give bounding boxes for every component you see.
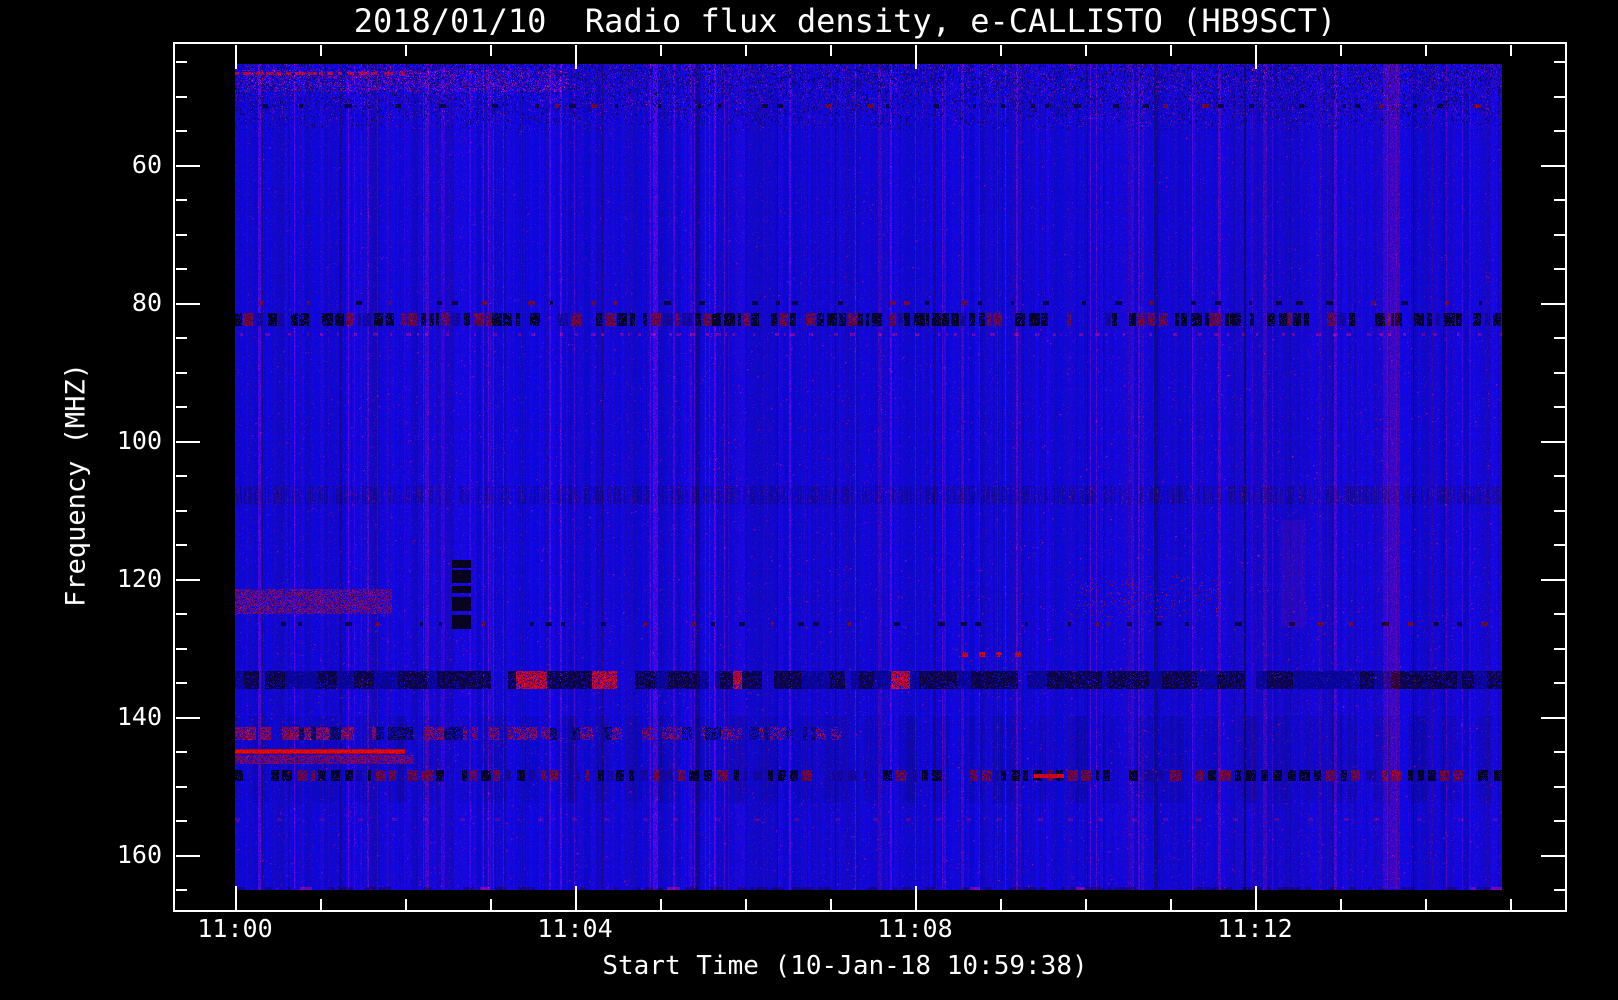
- x-minor-tick-top: [830, 45, 832, 56]
- x-major-tick-top: [235, 45, 237, 69]
- x-tick-label: 11:08: [877, 914, 953, 943]
- y-major-tick: [176, 855, 200, 857]
- y-minor-tick: [176, 613, 187, 615]
- y-minor-tick-right: [1554, 372, 1565, 374]
- y-minor-tick: [176, 406, 187, 408]
- x-minor-tick: [490, 899, 492, 910]
- x-tick-label: 11:04: [537, 914, 613, 943]
- x-minor-tick-top: [1170, 45, 1172, 56]
- x-minor-tick: [320, 899, 322, 910]
- y-minor-tick-right: [1554, 337, 1565, 339]
- x-axis-title: Start Time (10-Jan-18 10:59:38): [602, 951, 1088, 981]
- x-major-tick-top: [1255, 45, 1257, 69]
- x-minor-tick-top: [1425, 45, 1427, 56]
- x-minor-tick: [1510, 899, 1512, 910]
- x-minor-tick-top: [320, 45, 322, 56]
- x-minor-tick-top: [1340, 45, 1342, 56]
- x-minor-tick-top: [1000, 45, 1002, 56]
- y-minor-tick: [176, 61, 187, 63]
- y-major-tick: [176, 717, 200, 719]
- y-minor-tick: [176, 372, 187, 374]
- y-major-tick-right: [1541, 441, 1565, 443]
- x-minor-tick-top: [1085, 45, 1087, 56]
- y-tick-label: 120: [116, 564, 162, 593]
- y-minor-tick-right: [1554, 682, 1565, 684]
- x-major-tick: [575, 886, 577, 910]
- y-tick-label: 140: [116, 702, 162, 731]
- x-major-tick-top: [575, 45, 577, 69]
- x-minor-tick: [660, 899, 662, 910]
- x-tick-label: 11:12: [1217, 914, 1293, 943]
- y-minor-tick-right: [1554, 475, 1565, 477]
- x-minor-tick: [830, 899, 832, 910]
- y-minor-tick-right: [1554, 786, 1565, 788]
- plot-frame: [173, 42, 1567, 912]
- spectrogram-heatmap: [235, 64, 1502, 890]
- y-tick-label: 160: [116, 840, 162, 869]
- y-minor-tick-right: [1554, 648, 1565, 650]
- y-tick-label: 60: [131, 150, 162, 179]
- y-minor-tick: [176, 475, 187, 477]
- y-minor-tick-right: [1554, 510, 1565, 512]
- x-minor-tick: [1425, 899, 1427, 910]
- y-minor-tick-right: [1554, 544, 1565, 546]
- y-minor-tick: [176, 96, 187, 98]
- y-minor-tick: [176, 337, 187, 339]
- x-minor-tick: [1340, 899, 1342, 910]
- y-minor-tick: [176, 786, 187, 788]
- y-axis-title: Frequency (MHZ): [60, 363, 92, 607]
- x-minor-tick: [1000, 899, 1002, 910]
- y-major-tick-right: [1541, 303, 1565, 305]
- x-major-tick: [235, 886, 237, 910]
- x-minor-tick: [405, 899, 407, 910]
- y-major-tick-right: [1541, 855, 1565, 857]
- x-minor-tick-top: [405, 45, 407, 56]
- y-minor-tick-right: [1554, 61, 1565, 63]
- x-minor-tick: [745, 899, 747, 910]
- y-major-tick: [176, 441, 200, 443]
- y-minor-tick: [176, 268, 187, 270]
- y-minor-tick: [176, 648, 187, 650]
- x-minor-tick: [1170, 899, 1172, 910]
- x-minor-tick: [1085, 899, 1087, 910]
- y-minor-tick: [176, 199, 187, 201]
- x-tick-label: 11:00: [197, 914, 273, 943]
- y-minor-tick-right: [1554, 889, 1565, 891]
- y-minor-tick: [176, 510, 187, 512]
- page-title: 2018/01/10 Radio flux density, e-CALLIST…: [353, 2, 1337, 40]
- x-minor-tick-top: [490, 45, 492, 56]
- y-major-tick: [176, 165, 200, 167]
- x-minor-tick-top: [1510, 45, 1512, 56]
- y-minor-tick-right: [1554, 130, 1565, 132]
- y-major-tick: [176, 579, 200, 581]
- y-tick-label: 100: [116, 426, 162, 455]
- y-major-tick-right: [1541, 165, 1565, 167]
- y-minor-tick-right: [1554, 96, 1565, 98]
- x-major-tick: [1255, 886, 1257, 910]
- y-minor-tick: [176, 820, 187, 822]
- y-major-tick-right: [1541, 579, 1565, 581]
- y-minor-tick-right: [1554, 199, 1565, 201]
- y-minor-tick-right: [1554, 268, 1565, 270]
- x-minor-tick-top: [745, 45, 747, 56]
- y-minor-tick: [176, 682, 187, 684]
- y-minor-tick-right: [1554, 820, 1565, 822]
- y-major-tick: [176, 303, 200, 305]
- x-major-tick-top: [915, 45, 917, 69]
- x-major-tick: [915, 886, 917, 910]
- y-major-tick-right: [1541, 717, 1565, 719]
- y-minor-tick: [176, 751, 187, 753]
- y-minor-tick-right: [1554, 406, 1565, 408]
- y-minor-tick: [176, 130, 187, 132]
- x-minor-tick-top: [660, 45, 662, 56]
- y-minor-tick-right: [1554, 751, 1565, 753]
- y-minor-tick-right: [1554, 234, 1565, 236]
- y-minor-tick: [176, 544, 187, 546]
- y-tick-label: 80: [131, 288, 162, 317]
- y-minor-tick-right: [1554, 613, 1565, 615]
- y-minor-tick: [176, 889, 187, 891]
- y-minor-tick: [176, 234, 187, 236]
